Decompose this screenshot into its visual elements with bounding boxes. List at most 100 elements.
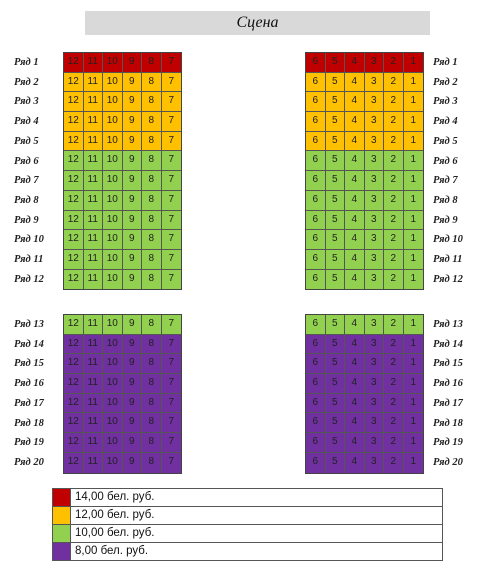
seat[interactable]: 9 — [122, 171, 142, 191]
seat[interactable]: 6 — [306, 171, 326, 191]
seat[interactable]: 8 — [142, 374, 162, 394]
seat[interactable]: 6 — [306, 433, 326, 453]
seat[interactable]: 1 — [403, 230, 423, 250]
seat[interactable]: 7 — [161, 315, 181, 335]
seat[interactable]: 10 — [103, 210, 123, 231]
seat[interactable]: 10 — [103, 171, 123, 191]
seat[interactable]: 9 — [122, 433, 142, 453]
seat[interactable]: 5 — [325, 334, 345, 355]
seat[interactable]: 6 — [306, 452, 326, 473]
seat[interactable]: 4 — [345, 393, 365, 414]
seat[interactable]: 11 — [83, 53, 103, 73]
seat[interactable]: 11 — [83, 334, 103, 355]
seat[interactable]: 10 — [103, 190, 123, 211]
seat[interactable]: 5 — [325, 413, 345, 434]
seat[interactable]: 9 — [122, 374, 142, 394]
seat[interactable]: 4 — [345, 92, 365, 113]
seat[interactable]: 8 — [142, 92, 162, 113]
seat[interactable]: 5 — [325, 171, 345, 191]
seat[interactable]: 3 — [364, 452, 384, 473]
seat[interactable]: 3 — [364, 249, 384, 270]
seat[interactable]: 12 — [64, 53, 84, 73]
seat[interactable]: 8 — [142, 269, 162, 290]
seat[interactable]: 8 — [142, 315, 162, 335]
seat[interactable]: 5 — [325, 393, 345, 414]
seat[interactable]: 4 — [345, 151, 365, 172]
seat[interactable]: 3 — [364, 53, 384, 73]
seat[interactable]: 3 — [364, 131, 384, 152]
seat[interactable]: 7 — [161, 131, 181, 152]
seat[interactable]: 5 — [325, 92, 345, 113]
seat[interactable]: 2 — [384, 452, 404, 473]
seat[interactable]: 12 — [64, 393, 84, 414]
seat[interactable]: 10 — [103, 452, 123, 473]
seat[interactable]: 12 — [64, 112, 84, 132]
seat[interactable]: 6 — [306, 334, 326, 355]
seat[interactable]: 3 — [364, 230, 384, 250]
seat[interactable]: 8 — [142, 112, 162, 132]
seat[interactable]: 10 — [103, 249, 123, 270]
seat[interactable]: 7 — [161, 210, 181, 231]
seat[interactable]: 3 — [364, 334, 384, 355]
seat[interactable]: 12 — [64, 413, 84, 434]
seat[interactable]: 10 — [103, 269, 123, 290]
seat[interactable]: 4 — [345, 190, 365, 211]
seat[interactable]: 5 — [325, 151, 345, 172]
seat[interactable]: 4 — [345, 433, 365, 453]
seat[interactable]: 1 — [403, 53, 423, 73]
seat[interactable]: 7 — [161, 112, 181, 132]
seat[interactable]: 12 — [64, 210, 84, 231]
seat[interactable]: 1 — [403, 249, 423, 270]
seat[interactable]: 4 — [345, 53, 365, 73]
seat[interactable]: 5 — [325, 374, 345, 394]
seat[interactable]: 6 — [306, 230, 326, 250]
seat[interactable]: 9 — [122, 249, 142, 270]
seat[interactable]: 11 — [83, 190, 103, 211]
seat[interactable]: 10 — [103, 433, 123, 453]
seat[interactable]: 4 — [345, 249, 365, 270]
seat[interactable]: 12 — [64, 171, 84, 191]
seat[interactable]: 9 — [122, 112, 142, 132]
seat[interactable]: 2 — [384, 354, 404, 375]
seat[interactable]: 4 — [345, 230, 365, 250]
seat[interactable]: 1 — [403, 413, 423, 434]
seat[interactable]: 2 — [384, 151, 404, 172]
seat[interactable]: 7 — [161, 269, 181, 290]
seat[interactable]: 1 — [403, 131, 423, 152]
seat[interactable]: 8 — [142, 171, 162, 191]
seat[interactable]: 8 — [142, 354, 162, 375]
seat[interactable]: 10 — [103, 72, 123, 93]
seat[interactable]: 3 — [364, 374, 384, 394]
seat[interactable]: 10 — [103, 374, 123, 394]
seat[interactable]: 9 — [122, 151, 142, 172]
seat[interactable]: 5 — [325, 433, 345, 453]
seat[interactable]: 1 — [403, 315, 423, 335]
seat[interactable]: 4 — [345, 452, 365, 473]
seat[interactable]: 6 — [306, 413, 326, 434]
seat[interactable]: 12 — [64, 72, 84, 93]
seat[interactable]: 12 — [64, 433, 84, 453]
seat[interactable]: 12 — [64, 354, 84, 375]
seat[interactable]: 3 — [364, 354, 384, 375]
seat[interactable]: 8 — [142, 334, 162, 355]
seat[interactable]: 1 — [403, 171, 423, 191]
seat[interactable]: 5 — [325, 210, 345, 231]
seat[interactable]: 4 — [345, 72, 365, 93]
seat[interactable]: 7 — [161, 92, 181, 113]
seat[interactable]: 10 — [103, 53, 123, 73]
seat[interactable]: 1 — [403, 151, 423, 172]
seat[interactable]: 3 — [364, 433, 384, 453]
seat[interactable]: 12 — [64, 230, 84, 250]
seat[interactable]: 11 — [83, 249, 103, 270]
seat[interactable]: 4 — [345, 112, 365, 132]
seat[interactable]: 12 — [64, 452, 84, 473]
seat[interactable]: 8 — [142, 249, 162, 270]
seat[interactable]: 6 — [306, 393, 326, 414]
seat[interactable]: 10 — [103, 413, 123, 434]
seat[interactable]: 8 — [142, 210, 162, 231]
seat[interactable]: 6 — [306, 72, 326, 93]
seat[interactable]: 9 — [122, 190, 142, 211]
seat[interactable]: 11 — [83, 131, 103, 152]
seat[interactable]: 12 — [64, 92, 84, 113]
seat[interactable]: 11 — [83, 452, 103, 473]
